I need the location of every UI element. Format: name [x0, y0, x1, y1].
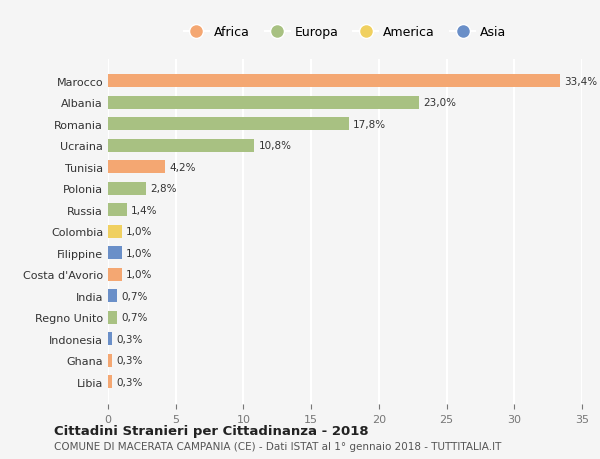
Bar	[108, 97, 419, 110]
Bar	[108, 290, 118, 302]
Bar	[108, 332, 112, 346]
Bar	[108, 140, 254, 152]
Text: COMUNE DI MACERATA CAMPANIA (CE) - Dati ISTAT al 1° gennaio 2018 - TUTTITALIA.IT: COMUNE DI MACERATA CAMPANIA (CE) - Dati …	[54, 441, 502, 451]
Text: 17,8%: 17,8%	[353, 120, 386, 129]
Text: 4,2%: 4,2%	[169, 162, 196, 173]
Bar	[108, 118, 349, 131]
Text: Cittadini Stranieri per Cittadinanza - 2018: Cittadini Stranieri per Cittadinanza - 2…	[54, 424, 368, 437]
Text: 0,3%: 0,3%	[116, 334, 143, 344]
Bar	[108, 247, 122, 260]
Bar	[108, 225, 122, 238]
Bar	[108, 311, 118, 324]
Text: 0,3%: 0,3%	[116, 377, 143, 387]
Text: 33,4%: 33,4%	[565, 77, 598, 87]
Bar	[108, 75, 560, 88]
Text: 1,0%: 1,0%	[125, 227, 152, 237]
Text: 0,7%: 0,7%	[122, 291, 148, 301]
Bar	[108, 204, 127, 217]
Text: 10,8%: 10,8%	[259, 141, 292, 151]
Text: 1,4%: 1,4%	[131, 205, 158, 215]
Bar	[108, 268, 122, 281]
Text: 2,8%: 2,8%	[150, 184, 176, 194]
Bar	[108, 354, 112, 367]
Text: 1,0%: 1,0%	[125, 248, 152, 258]
Text: 0,3%: 0,3%	[116, 355, 143, 365]
Text: 1,0%: 1,0%	[125, 270, 152, 280]
Legend: Africa, Europa, America, Asia: Africa, Europa, America, Asia	[179, 21, 511, 44]
Bar	[108, 183, 146, 196]
Bar	[108, 375, 112, 388]
Bar	[108, 161, 165, 174]
Text: 23,0%: 23,0%	[424, 98, 457, 108]
Text: 0,7%: 0,7%	[122, 313, 148, 323]
